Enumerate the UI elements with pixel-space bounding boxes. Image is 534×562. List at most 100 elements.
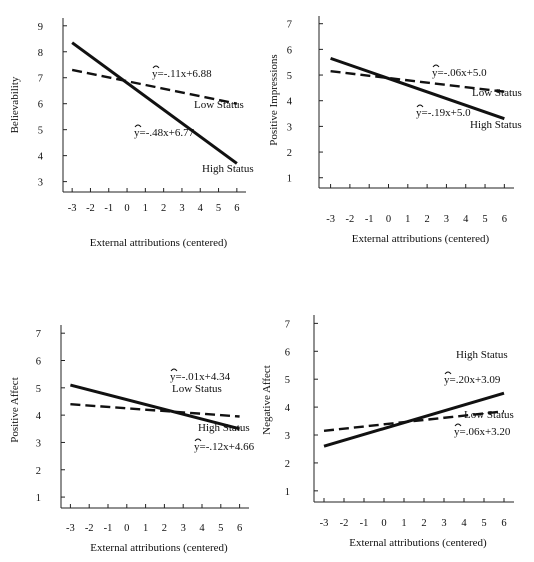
y-axis-title: Negative Affect: [261, 365, 273, 435]
x-tick-label: -1: [365, 214, 374, 225]
equation-low-status: y=-.11x+6.88: [152, 68, 212, 80]
equation-hat-high-status: [134, 124, 142, 128]
x-tick-label: -3: [320, 518, 329, 529]
y-tick-label: 1: [285, 487, 290, 498]
y-tick-label: 4: [285, 403, 291, 414]
y-tick-label: 3: [287, 122, 292, 133]
x-tick-label: -2: [346, 214, 355, 225]
x-axis-title: External attributions (centered): [349, 537, 487, 549]
y-tick-label: 4: [38, 152, 44, 163]
equation-low-status: y=-.01x+4.34: [170, 371, 231, 383]
x-tick-label: 3: [441, 518, 446, 529]
series-line-high-status: [323, 391, 505, 448]
y-tick-label: 3: [285, 431, 290, 442]
series-label-high-status: High Status: [198, 422, 250, 434]
x-tick-label: 5: [218, 523, 223, 534]
y-axis-title: Positive Affect: [9, 377, 21, 442]
equation-low-status: y=.06x+3.20: [454, 426, 511, 438]
series-line-low-status: [71, 68, 238, 105]
y-tick-label: 5: [36, 384, 41, 395]
equation-high-status: y=.20x+3.09: [444, 374, 501, 386]
series-label-low-status: Low Status: [172, 383, 222, 395]
x-tick-label: 6: [502, 214, 507, 225]
equation-high-status: y=-.19x+5.0: [416, 107, 471, 119]
y-tick-label: 5: [287, 71, 292, 82]
series-label-high-status: High Status: [470, 119, 522, 131]
series-line-high-status: [330, 56, 505, 121]
x-tick-label: -1: [360, 518, 369, 529]
equation-high-status: y=-.48x+6.77: [134, 127, 195, 139]
x-tick-label: 2: [421, 518, 426, 529]
y-tick-label: 3: [36, 438, 41, 449]
series-label-low-status: Low Status: [194, 99, 244, 111]
y-tick-label: 6: [285, 347, 290, 358]
y-tick-label: 9: [38, 22, 43, 33]
x-tick-label: 4: [199, 523, 205, 534]
x-tick-label: 6: [501, 518, 506, 529]
y-tick-label: 7: [287, 20, 292, 31]
x-tick-label: -1: [104, 523, 113, 534]
series-line-high-status: [71, 41, 238, 165]
x-axis-title: External attributions (centered): [90, 237, 228, 249]
x-tick-label: 0: [124, 203, 129, 214]
x-tick-label: 5: [481, 518, 486, 529]
series-label-high-status: High Status: [456, 349, 508, 361]
x-tick-label: -3: [68, 203, 77, 214]
x-tick-label: 3: [181, 523, 186, 534]
equation-hat-high-status: [444, 371, 452, 375]
x-tick-label: 0: [124, 523, 129, 534]
y-tick-label: 1: [287, 174, 292, 185]
x-tick-label: 0: [386, 214, 391, 225]
x-tick-label: -3: [326, 214, 335, 225]
x-tick-label: -2: [85, 523, 94, 534]
equation-high-status: y=-.12x+4.66: [194, 441, 255, 453]
x-tick-label: 3: [444, 214, 449, 225]
y-tick-label: 7: [38, 74, 43, 85]
x-axis-title: External attributions (centered): [352, 233, 490, 245]
equation-hat-low-status: [152, 65, 160, 69]
y-tick-label: 2: [36, 466, 41, 477]
series-label-low-status: Low Status: [464, 409, 514, 421]
y-tick-label: 3: [38, 178, 43, 189]
x-tick-label: 4: [461, 518, 467, 529]
series-line-high-status: [70, 383, 240, 431]
y-tick-label: 1: [36, 493, 41, 504]
x-tick-label: 1: [401, 518, 406, 529]
series-line-low-status: [323, 410, 505, 433]
x-tick-label: -1: [104, 203, 113, 214]
y-tick-label: 7: [36, 329, 41, 340]
equation-low-status: y=-.06x+5.0: [432, 67, 487, 79]
x-tick-label: 0: [381, 518, 386, 529]
y-tick-label: 5: [285, 375, 290, 386]
x-tick-label: 4: [463, 214, 469, 225]
series-label-low-status: Low Status: [472, 87, 522, 99]
x-tick-label: 1: [143, 203, 148, 214]
series-label-high-status: High Status: [202, 163, 254, 175]
y-tick-label: 8: [38, 48, 43, 59]
x-tick-label: 1: [405, 214, 410, 225]
y-tick-label: 5: [38, 126, 43, 137]
x-tick-label: 6: [237, 523, 242, 534]
x-tick-label: -3: [66, 523, 75, 534]
equation-hat-high-status: [416, 104, 424, 108]
x-tick-label: -2: [86, 203, 95, 214]
y-axis-title: Believability: [9, 76, 21, 133]
y-tick-label: 7: [285, 319, 290, 330]
y-tick-label: 6: [287, 45, 292, 56]
equation-hat-high-status: [194, 438, 202, 442]
equation-hat-low-status: [454, 423, 462, 427]
x-tick-label: 5: [216, 203, 221, 214]
x-tick-label: 4: [198, 203, 204, 214]
y-tick-label: 4: [36, 411, 42, 422]
x-tick-label: 1: [143, 523, 148, 534]
equation-hat-low-status: [432, 64, 440, 68]
y-tick-label: 4: [287, 97, 293, 108]
x-tick-label: 3: [179, 203, 184, 214]
series-line-low-status: [70, 403, 240, 418]
x-axis-title: External attributions (centered): [90, 542, 228, 554]
